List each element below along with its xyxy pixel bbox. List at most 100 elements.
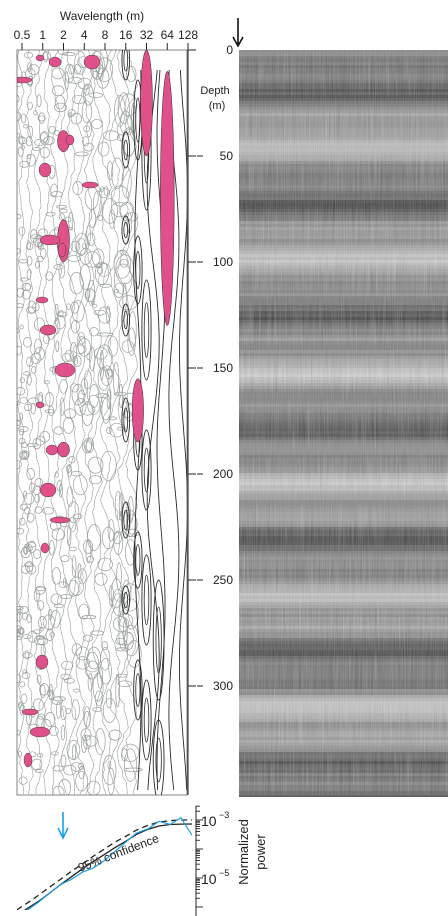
contour-loop-dark bbox=[121, 501, 130, 539]
significant-blob bbox=[54, 362, 76, 378]
spectrum-fit-line bbox=[24, 823, 192, 910]
contour-loop bbox=[26, 564, 37, 575]
contour-loop bbox=[17, 673, 22, 683]
significant-blob bbox=[57, 242, 67, 258]
contour-loop bbox=[115, 637, 126, 645]
contour-loop bbox=[94, 261, 110, 285]
x-tick-label: 64 bbox=[161, 28, 175, 42]
contour-loop bbox=[88, 92, 103, 98]
contour-loop bbox=[30, 403, 36, 415]
contour-loop bbox=[92, 672, 104, 702]
contour-loop bbox=[85, 437, 95, 453]
contour-loop bbox=[32, 698, 44, 712]
contour-loop bbox=[67, 580, 79, 597]
wavelet-panel: Wavelength (m) 0.5 1 2 4 8 16 32 64 128 0 50 100 15… bbox=[14, 9, 233, 796]
contour-loop bbox=[115, 674, 120, 708]
contour-loop bbox=[64, 408, 77, 419]
contour-loop bbox=[108, 729, 122, 741]
contour-line-dark bbox=[156, 69, 166, 791]
contour-loop bbox=[64, 349, 75, 362]
contour-loop-dark bbox=[133, 531, 143, 589]
contour-loop bbox=[42, 506, 55, 515]
contour-loop bbox=[58, 778, 71, 795]
contour-loop bbox=[19, 681, 26, 688]
contour-loop bbox=[59, 208, 68, 214]
contour-loop bbox=[106, 161, 114, 181]
contour-loop bbox=[124, 748, 137, 782]
significant-blob bbox=[39, 482, 57, 498]
significant-region bbox=[140, 50, 153, 157]
contour-loop bbox=[19, 397, 29, 404]
contour-loop bbox=[96, 57, 114, 83]
contour-loop bbox=[72, 744, 77, 761]
contour-loop bbox=[37, 238, 42, 250]
contour-loop bbox=[23, 371, 31, 376]
contour-loop bbox=[37, 115, 46, 122]
contour-loop bbox=[49, 191, 63, 198]
contour-loop bbox=[98, 141, 110, 157]
contour-loop-dark-inner bbox=[155, 737, 162, 783]
contour-loop bbox=[60, 754, 67, 768]
contour-loop bbox=[60, 705, 67, 721]
contour-loop-dark-inner bbox=[123, 509, 129, 531]
contour-loop bbox=[27, 125, 34, 139]
contour-loop bbox=[58, 581, 69, 588]
contour-loop bbox=[34, 338, 42, 354]
x-tick-label: 0.5 bbox=[14, 28, 31, 42]
contour-loop bbox=[75, 646, 90, 661]
contour-loop bbox=[82, 734, 92, 750]
contour-loop bbox=[107, 336, 119, 357]
contour-loop bbox=[111, 157, 124, 190]
contour-loop bbox=[125, 212, 139, 222]
contour-loop bbox=[83, 710, 91, 728]
contour-loop bbox=[19, 429, 25, 436]
contour-loop bbox=[126, 514, 138, 535]
contour-loop bbox=[84, 288, 96, 302]
contour-loop bbox=[78, 389, 86, 404]
contour-line bbox=[58, 50, 69, 795]
significant-blob bbox=[35, 296, 49, 304]
contour-loop bbox=[56, 480, 63, 492]
power-axis-title: Normalized bbox=[236, 819, 251, 885]
contour-loop bbox=[120, 583, 140, 612]
contour-loop bbox=[48, 608, 53, 620]
contour-loop-dark-inner bbox=[135, 673, 141, 707]
contour-loop-dark bbox=[133, 235, 143, 305]
contour-loop bbox=[119, 250, 125, 255]
contour-loop bbox=[101, 397, 111, 424]
significant-blob bbox=[17, 76, 33, 84]
contour-loop bbox=[93, 309, 106, 316]
significant-blob bbox=[48, 56, 62, 68]
contour-line bbox=[75, 50, 86, 795]
core-band bbox=[239, 794, 448, 797]
contour-loop bbox=[107, 767, 115, 795]
contour-loop bbox=[62, 352, 71, 363]
contour-loop-dark bbox=[121, 131, 130, 169]
power-axis-ticks bbox=[196, 805, 203, 908]
contour-loop bbox=[51, 567, 62, 585]
contour-loop bbox=[76, 238, 87, 256]
depth-axis-title: Depth bbox=[200, 85, 229, 97]
contour-loop bbox=[36, 255, 44, 263]
contour-line bbox=[25, 50, 34, 795]
contour-loop bbox=[26, 512, 35, 523]
contour-loop-dark bbox=[121, 397, 130, 443]
significant-blob bbox=[45, 444, 59, 456]
contour-loop bbox=[80, 378, 89, 396]
contour-loop bbox=[75, 151, 89, 157]
contour-loop bbox=[22, 451, 27, 459]
contour-loop bbox=[107, 519, 115, 542]
significant-blob bbox=[49, 516, 71, 524]
contour-loop bbox=[74, 232, 89, 255]
contour-loop bbox=[19, 377, 26, 383]
wavelet-plot-area bbox=[17, 50, 187, 795]
contour-loop bbox=[45, 271, 54, 281]
contour-loop bbox=[69, 383, 80, 393]
contour-loop bbox=[87, 456, 104, 474]
significant-blob bbox=[29, 726, 51, 738]
contour-loop bbox=[107, 368, 114, 377]
blue-arrow-icon bbox=[57, 812, 69, 840]
significant-blob bbox=[65, 134, 75, 146]
contour-loop bbox=[67, 112, 73, 118]
contour-loop bbox=[78, 766, 86, 779]
